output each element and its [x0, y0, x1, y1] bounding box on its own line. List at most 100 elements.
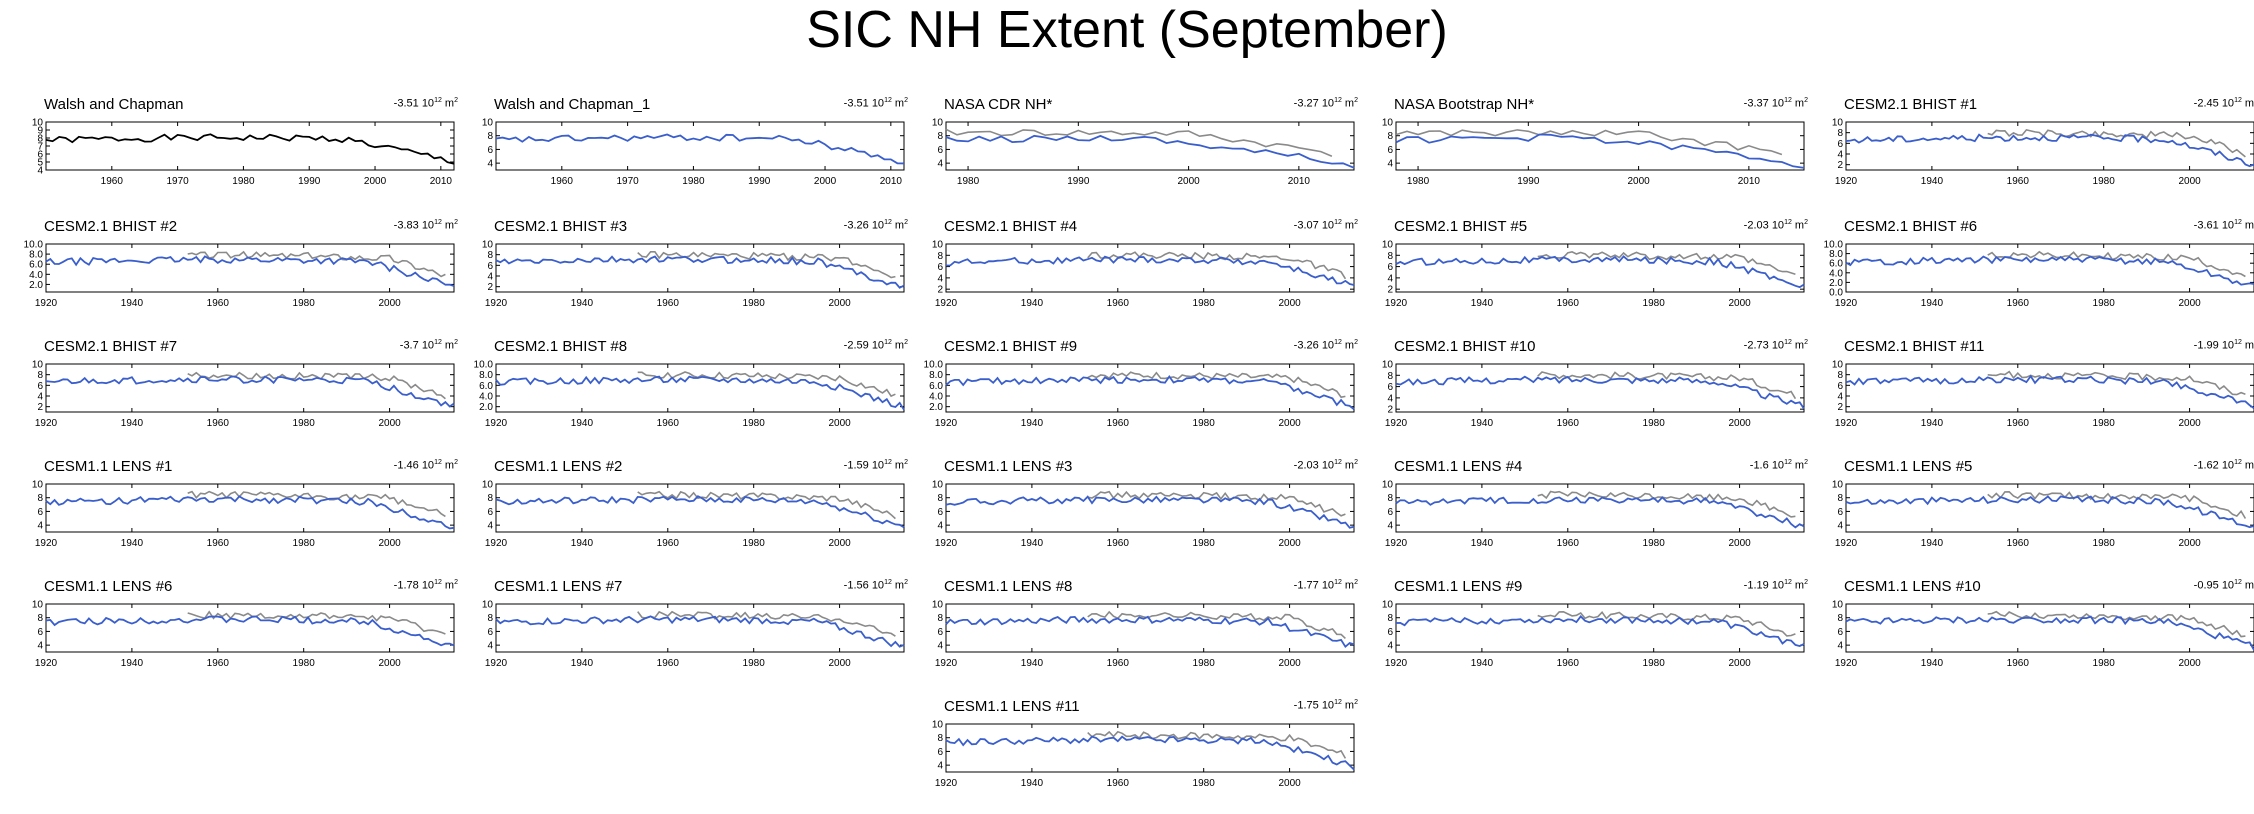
- y-tick-label: 2.0: [929, 402, 943, 413]
- y-tick-label: 10: [1832, 600, 1844, 611]
- x-tick-label: 1940: [121, 298, 144, 309]
- trend-value: -3.07: [1293, 219, 1319, 232]
- y-tick-label: 8: [487, 613, 493, 624]
- x-tick-label: 1980: [1193, 658, 1216, 669]
- trend-unit-tail: m: [444, 97, 455, 110]
- trend-unit-tail: m: [444, 459, 455, 472]
- chart-panel: CESM2.1 BHIST #3 -3.26 1012 m2 1920 1940 196…: [480, 218, 920, 328]
- x-tick-label: 1970: [166, 176, 189, 187]
- y-tick-label: 6: [1387, 145, 1393, 156]
- y-tick-label: 9: [37, 126, 43, 137]
- trend-unit-tail: m: [444, 219, 455, 232]
- panel-plot: 1920 1940 1960 1980 2000 0.02.04.06.08.010.0: [1824, 240, 2254, 309]
- trend-unit-base: 10: [871, 219, 885, 232]
- y-tick-label: 8: [937, 251, 943, 262]
- chart-panel: CESM1.1 LENS #6 -1.78 1012 m2 1920 1940 1960…: [30, 578, 470, 688]
- x-tick-label: 1920: [485, 418, 508, 429]
- panel-trend: -1.75 1012 m2: [1294, 699, 1358, 712]
- x-tick-label: 1920: [1835, 298, 1858, 309]
- trend-value: -3.27: [1293, 97, 1319, 110]
- trend-unit-base: 10: [871, 339, 885, 352]
- trend-unit-sq: 2: [1354, 97, 1358, 104]
- x-tick-label: 1960: [657, 418, 680, 429]
- trend-unit-base: 10: [871, 459, 885, 472]
- trend-unit-base: 10: [421, 579, 435, 592]
- y-tick-label: 10: [932, 240, 944, 251]
- chart-panel: CESM2.1 BHIST #5 -2.03 1012 m2 1920 1940 196…: [1380, 218, 1820, 328]
- x-tick-label: 1980: [293, 658, 316, 669]
- x-tick-label: 1960: [1107, 778, 1130, 789]
- panel-trend: -3.27 1012 m2: [1294, 97, 1358, 110]
- x-tick-label: 1960: [1557, 418, 1580, 429]
- trend-unit-exp: 12: [1334, 97, 1342, 104]
- panel-title: CESM1.1 LENS #4: [1394, 458, 1523, 475]
- trend-unit-sq: 2: [1804, 579, 1808, 586]
- y-tick-label: 10: [1382, 600, 1394, 611]
- trend-unit-exp: 12: [1784, 459, 1792, 466]
- x-tick-label: 1920: [35, 538, 58, 549]
- y-tick-label: 10.0: [474, 360, 494, 371]
- trend-unit-sq: 2: [1804, 97, 1808, 104]
- trend-unit-sq: 2: [904, 459, 908, 466]
- panel-title: CESM2.1 BHIST #8: [494, 338, 628, 355]
- trend-value: -3.37: [1743, 97, 1769, 110]
- reference-series-line: [1537, 371, 1797, 400]
- y-tick-label: 10: [32, 480, 44, 491]
- y-tick-label: 4: [1387, 641, 1393, 652]
- x-tick-label: 1920: [485, 658, 508, 669]
- y-tick-label: 10: [932, 480, 944, 491]
- y-tick-label: 4: [1387, 521, 1393, 532]
- panel-plot: 1920 1940 1960 1980 2000 4 6 8 10: [1382, 480, 1805, 549]
- x-tick-label: 1940: [1921, 418, 1944, 429]
- trend-unit-exp: 12: [2234, 97, 2242, 104]
- x-tick-label: 1980: [232, 176, 255, 187]
- trend-unit-exp: 12: [434, 459, 442, 466]
- panel-title: NASA CDR NH*: [944, 96, 1053, 113]
- panel-plot: 1920 1940 1960 1980 2000 4 6 8 10: [32, 600, 455, 669]
- plot-frame: [945, 243, 1355, 293]
- y-tick-label: 10: [1382, 360, 1394, 371]
- x-tick-label: 1980: [1193, 538, 1216, 549]
- panel-title: CESM2.1 BHIST #1: [1844, 96, 1978, 113]
- y-tick-label: 2.0: [479, 402, 493, 413]
- trend-unit-exp: 12: [1334, 459, 1342, 466]
- trend-unit-base: 10: [2221, 97, 2235, 110]
- plot-frame: [495, 483, 905, 533]
- x-tick-label: 2010: [1288, 176, 1311, 187]
- panel-trend: -1.77 1012 m2: [1294, 579, 1358, 592]
- plot-frame: [495, 121, 905, 171]
- reference-series-line: [187, 371, 446, 400]
- reference-series-line: [637, 490, 896, 520]
- x-tick-label: 1970: [616, 176, 639, 187]
- y-tick-label: 4: [937, 521, 943, 532]
- panel-trend: -0.95 1012 m2: [2194, 579, 2254, 592]
- y-tick-label: 4: [37, 166, 43, 177]
- main-series-line: [495, 255, 905, 289]
- x-tick-label: 2000: [2178, 298, 2201, 309]
- chart-panel: CESM2.1 BHIST #2 -3.83 1012 m2 1920 1940 196…: [24, 218, 470, 328]
- y-tick-label: 8: [1837, 613, 1843, 624]
- y-tick-label: 4: [937, 159, 943, 170]
- plot-frame: [45, 363, 455, 413]
- y-tick-label: 10: [32, 600, 44, 611]
- y-tick-label: 6: [487, 507, 493, 518]
- x-tick-label: 1920: [935, 298, 958, 309]
- y-tick-label: 8: [37, 613, 43, 624]
- trend-unit-tail: m: [894, 579, 905, 592]
- y-tick-label: 8.0: [479, 370, 493, 381]
- trend-unit-sq: 2: [904, 339, 908, 346]
- main-series-line: [1845, 255, 2254, 286]
- trend-unit-sq: 2: [904, 579, 908, 586]
- reference-series-line: [637, 371, 896, 398]
- x-tick-label: 2000: [1627, 176, 1650, 187]
- y-tick-label: 6: [37, 150, 43, 161]
- x-tick-label: 2000: [1728, 418, 1751, 429]
- x-tick-label: 1920: [1835, 176, 1858, 187]
- x-tick-label: 1940: [1021, 538, 1044, 549]
- x-tick-label: 1920: [485, 298, 508, 309]
- x-tick-label: 1980: [743, 658, 766, 669]
- x-tick-label: 1960: [2007, 298, 2030, 309]
